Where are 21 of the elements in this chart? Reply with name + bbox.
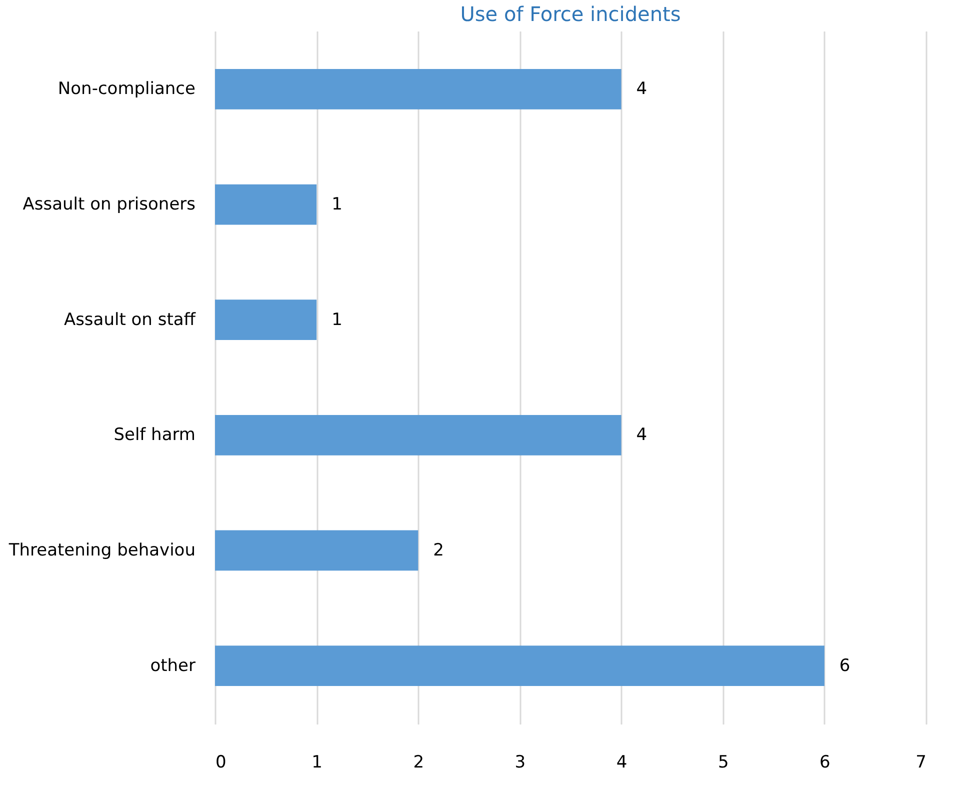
data-label: 2	[433, 540, 444, 560]
x-tick-label: 0	[216, 752, 226, 772]
y-tick-label: Assault on staff	[64, 310, 197, 330]
y-tick-label: other	[150, 656, 196, 676]
x-tick-label: 4	[616, 752, 628, 772]
chart-title: Use of Force incidents	[460, 2, 681, 26]
x-tick-label: 7	[916, 752, 926, 772]
x-tick-label: 6	[820, 752, 830, 772]
x-tick-label: 2	[413, 752, 424, 772]
x-tick-label: 5	[718, 752, 729, 772]
data-label: 6	[839, 656, 850, 676]
data-label: 4	[636, 79, 648, 100]
x-tick-label: 3	[514, 752, 526, 772]
y-tick-label: Self harm	[114, 425, 196, 446]
x-tick-label: 1	[312, 752, 322, 772]
y-tick-label: Non-compliance	[58, 79, 196, 100]
y-tick-label: Threatening behaviou	[8, 540, 196, 560]
data-label: 4	[636, 425, 648, 446]
data-label: 1	[332, 310, 342, 330]
y-tick-label: Assault on prisoners	[22, 194, 196, 215]
data-label: 1	[332, 194, 342, 215]
